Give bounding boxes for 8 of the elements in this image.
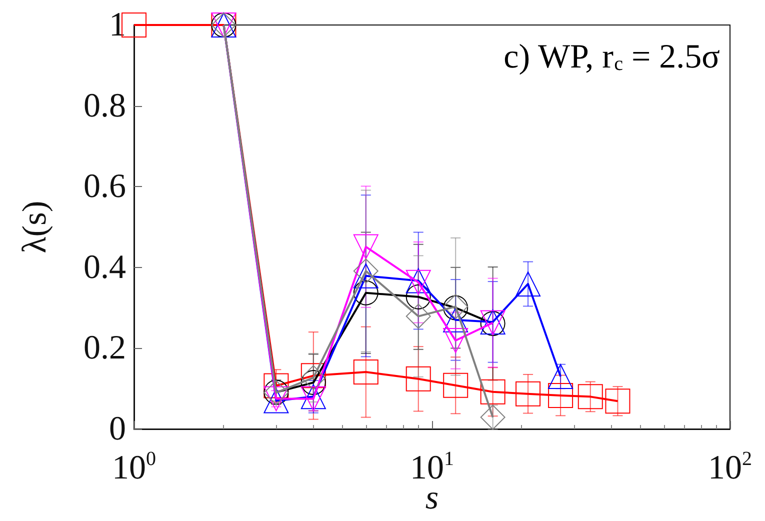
y-axis-title: λ(s) [16, 200, 54, 254]
annotation: c) WP, rc = 2.5σ [504, 38, 720, 76]
y-tick-label: 0.8 [84, 87, 126, 124]
y-tick-label: 0 [109, 410, 126, 448]
x-axis-title: s [425, 480, 439, 516]
y-tick-label: 0.2 [84, 330, 126, 367]
y-tick-label: 0.4 [84, 248, 126, 286]
y-tick-label: 0.6 [84, 168, 126, 206]
